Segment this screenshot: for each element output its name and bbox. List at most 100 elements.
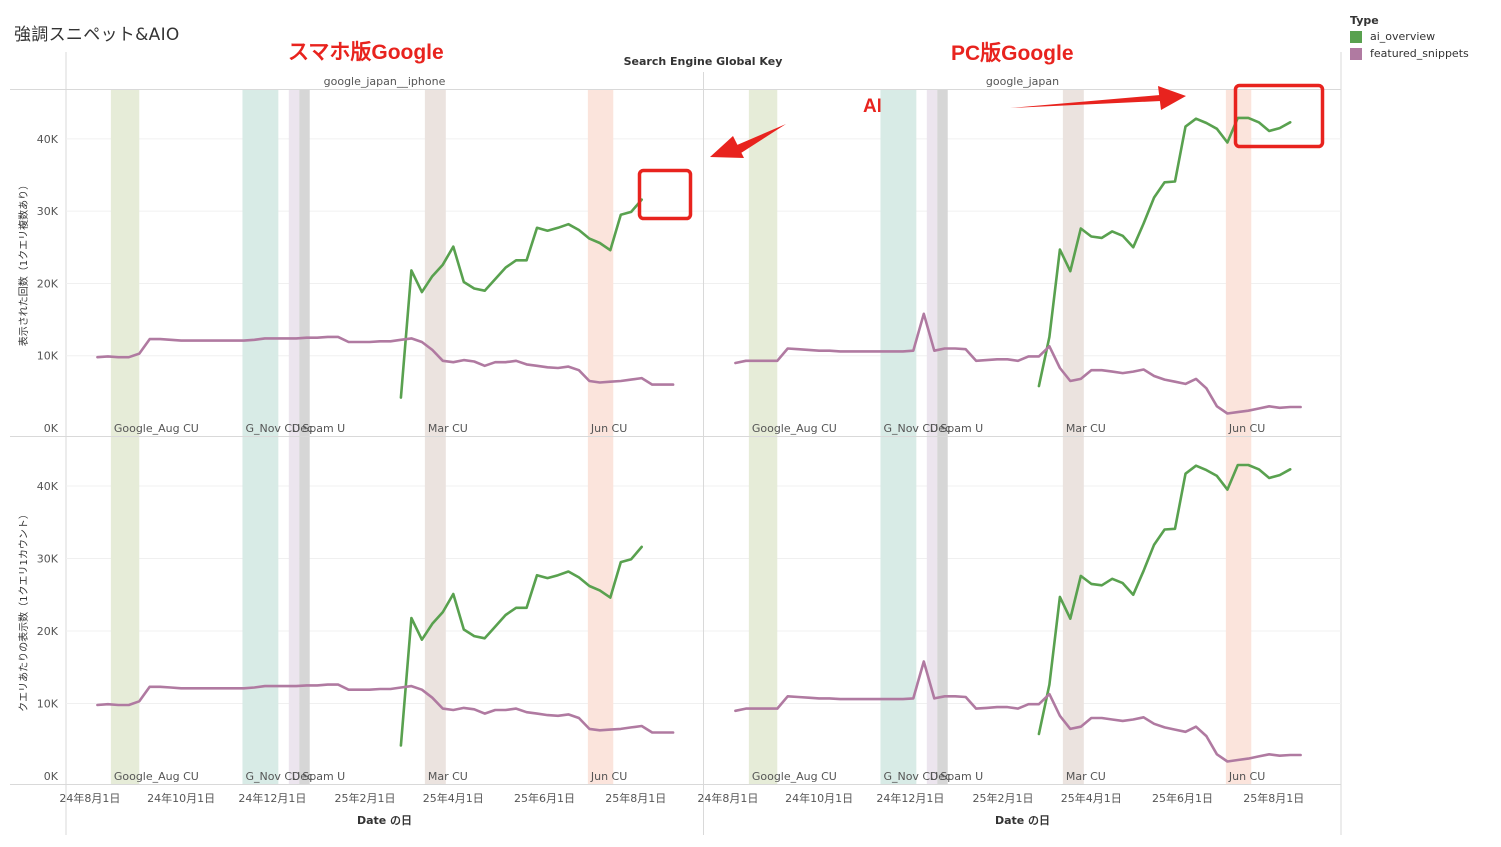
legend: Type ai_overview featured_snippets xyxy=(1350,14,1469,64)
band-spam-u xyxy=(937,437,948,784)
band-label: Google_Aug CU xyxy=(114,770,199,783)
band-g-nov-cu xyxy=(242,437,279,784)
x-tick-label: 24年12月1日 xyxy=(238,791,306,805)
y-tick-label: 20K xyxy=(37,277,59,290)
y-tick-label: 40K xyxy=(37,480,59,493)
x-axis-title: Date の日 xyxy=(995,814,1050,827)
annotation-arrowhead-right xyxy=(1158,86,1186,110)
legend-swatch-featured-snippets xyxy=(1350,47,1362,60)
band-google-aug-cu xyxy=(748,437,778,784)
column-header-title: Search Engine Global Key xyxy=(623,55,783,68)
x-tick-label: 25年6月1日 xyxy=(1152,791,1213,805)
annotation-arrow-shaft-left xyxy=(737,124,786,153)
x-tick-label: 25年4月1日 xyxy=(1061,791,1122,805)
band-label: Mar CU xyxy=(428,422,468,435)
band-label: Spam U xyxy=(940,422,983,435)
legend-label-ai-overview: ai_overview xyxy=(1370,30,1436,43)
band-label: G_Nov CU xyxy=(245,770,300,783)
page-title: 強調スニペット&AIO xyxy=(14,25,180,45)
x-axis-title: Date の日 xyxy=(357,814,412,827)
band-spam-u xyxy=(937,90,948,436)
band-jun-cu xyxy=(587,437,614,784)
band-dec xyxy=(926,90,938,436)
y-tick-label: 10K xyxy=(37,350,59,363)
band-label: Mar CU xyxy=(1066,770,1106,783)
legend-item-featured-snippets[interactable]: featured_snippets xyxy=(1350,47,1469,60)
row-axis-label-2: クエリあたりの表示数（1クエリ1カウント） xyxy=(17,509,30,712)
x-tick-label: 24年8月1日 xyxy=(59,791,120,805)
band-label: Jun CU xyxy=(1228,422,1265,435)
y-tick-label: 10K xyxy=(37,698,59,711)
y-tick-label: 0K xyxy=(44,422,59,435)
band-label: Google_Aug CU xyxy=(114,422,199,435)
band-label: G_Nov CU xyxy=(883,422,938,435)
band-spam-u xyxy=(299,437,310,784)
annotation-pc-google: PC版Google xyxy=(951,42,1074,65)
band-label: Jun CU xyxy=(590,422,627,435)
x-tick-label: 24年12月1日 xyxy=(876,791,944,805)
band-label: Dec xyxy=(292,422,313,435)
annotation-arrow-shaft-right xyxy=(1010,95,1161,108)
y-tick-label: 0K xyxy=(44,770,59,783)
band-label: G_Nov CU xyxy=(245,422,300,435)
column-header-iphone: google_japan__iphone xyxy=(324,75,446,88)
band-label: Jun CU xyxy=(590,770,627,783)
y-tick-label: 30K xyxy=(37,205,59,218)
legend-item-ai-overview[interactable]: ai_overview xyxy=(1350,30,1469,43)
band-google-aug-cu xyxy=(110,437,140,784)
band-google-aug-cu xyxy=(110,90,140,436)
band-jun-cu xyxy=(1225,90,1252,436)
band-spam-u xyxy=(299,90,310,436)
series-line-ai-overview xyxy=(1037,463,1292,736)
annotation-arrowhead-left xyxy=(710,136,744,158)
band-label: Spam U xyxy=(940,770,983,783)
legend-label-featured-snippets: featured_snippets xyxy=(1370,47,1469,60)
band-label: Google_Aug CU xyxy=(752,422,837,435)
band-jun-cu xyxy=(1225,437,1252,784)
x-tick-label: 24年8月1日 xyxy=(697,791,758,805)
annotation-mobile-google: スマホ版Google xyxy=(288,41,444,64)
band-label: Dec xyxy=(930,770,951,783)
band-dec xyxy=(288,90,300,436)
y-tick-label: 40K xyxy=(37,133,59,146)
band-label: Spam U xyxy=(302,422,345,435)
series-line-featured-snippets xyxy=(734,312,1302,415)
band-label: Dec xyxy=(930,422,951,435)
series-line-ai-overview xyxy=(399,198,643,399)
series-line-ai-overview xyxy=(399,545,643,747)
band-label: Mar CU xyxy=(428,770,468,783)
band-label: Dec xyxy=(292,770,313,783)
column-header-japan: google_japan xyxy=(986,75,1059,88)
series-line-featured-snippets xyxy=(96,335,675,386)
row-axis-label-1: 表示された回数（1クエリ複数あり） xyxy=(17,180,30,346)
x-tick-label: 25年2月1日 xyxy=(335,791,396,805)
x-tick-label: 24年10月1日 xyxy=(147,791,215,805)
x-tick-label: 25年4月1日 xyxy=(423,791,484,805)
band-label: Google_Aug CU xyxy=(752,770,837,783)
x-tick-label: 25年8月1日 xyxy=(1243,791,1304,805)
band-jun-cu xyxy=(587,90,614,436)
band-g-nov-cu xyxy=(880,437,917,784)
band-label: Mar CU xyxy=(1066,422,1106,435)
band-label: Spam U xyxy=(302,770,345,783)
legend-title: Type xyxy=(1350,14,1379,27)
series-line-featured-snippets xyxy=(734,660,1302,763)
y-tick-label: 30K xyxy=(37,553,59,566)
band-g-nov-cu xyxy=(880,90,917,436)
annotation-box-pc-aio xyxy=(1233,83,1325,149)
band-g-nov-cu xyxy=(242,90,279,436)
annotation-box-mobile-aio xyxy=(637,168,693,221)
band-google-aug-cu xyxy=(748,90,778,436)
series-line-featured-snippets xyxy=(96,683,675,734)
x-tick-label: 25年8月1日 xyxy=(605,791,666,805)
x-tick-label: 24年10月1日 xyxy=(785,791,853,805)
x-tick-label: 25年2月1日 xyxy=(973,791,1034,805)
band-label: G_Nov CU xyxy=(883,770,938,783)
band-dec xyxy=(926,437,938,784)
series-line-ai-overview xyxy=(1037,116,1292,388)
band-label: Jun CU xyxy=(1228,770,1265,783)
y-tick-label: 20K xyxy=(37,625,59,638)
band-dec xyxy=(288,437,300,784)
legend-swatch-ai-overview xyxy=(1350,30,1362,43)
